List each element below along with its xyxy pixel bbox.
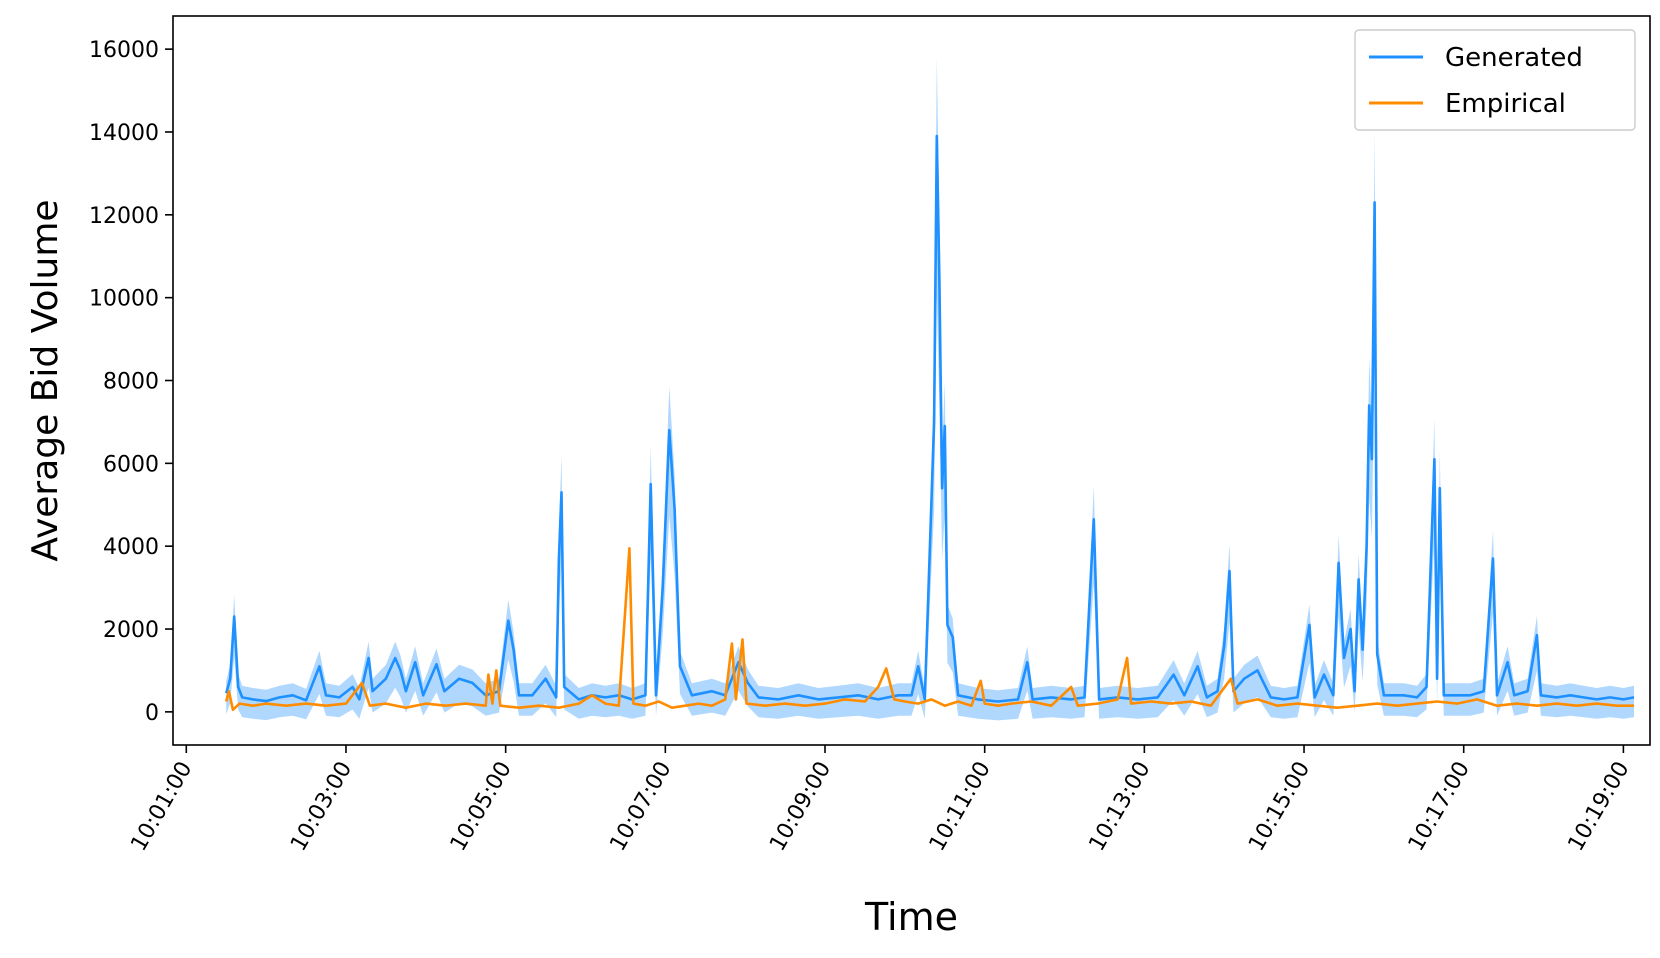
band-generated xyxy=(226,57,1635,721)
uncertainty-bands xyxy=(226,57,1635,721)
x-axis-title: Time xyxy=(864,895,958,939)
series-lines xyxy=(224,134,1635,712)
y-tick-label: 8000 xyxy=(103,370,159,395)
legend-label-generated: Generated xyxy=(1445,43,1583,73)
x-tick-label: 10:03:00 xyxy=(286,758,357,856)
legend-box xyxy=(1354,29,1636,131)
x-tick-label: 10:13:00 xyxy=(1084,758,1155,856)
x-tick-label: 10:17:00 xyxy=(1404,758,1475,856)
y-tick-label: 2000 xyxy=(103,618,159,643)
y-tick-label: 14000 xyxy=(89,121,159,146)
y-axis-title: Average Bid Volume xyxy=(25,199,66,561)
y-axis: 0 2000 4000 6000 8000 10000 12000 14000 16000 xyxy=(89,38,173,726)
legend-label-empirical: Empirical xyxy=(1445,89,1566,119)
y-tick-label: 16000 xyxy=(89,38,159,63)
x-axis: 10:01:00 10:03:00 10:05:00 10:07:00 10:09:00… xyxy=(126,745,1635,856)
series-line-empirical xyxy=(224,546,1634,712)
series-line-generated xyxy=(224,134,1635,703)
x-tick-label: 10:01:00 xyxy=(126,758,197,856)
y-tick-label: 6000 xyxy=(103,452,159,477)
x-tick-label: 10:05:00 xyxy=(446,758,517,856)
x-tick-label: 10:11:00 xyxy=(925,758,996,856)
x-tick-label: 10:07:00 xyxy=(605,758,676,856)
x-tick-label: 10:19:00 xyxy=(1564,758,1635,856)
x-tick-label: 10:15:00 xyxy=(1244,758,1315,856)
y-tick-label: 12000 xyxy=(89,204,159,229)
y-tick-label: 0 xyxy=(145,701,159,726)
legend: Generated Empirical xyxy=(1354,29,1636,131)
y-tick-label: 10000 xyxy=(89,287,159,312)
x-tick-label: 10:09:00 xyxy=(765,758,836,856)
y-tick-label: 4000 xyxy=(103,535,159,560)
